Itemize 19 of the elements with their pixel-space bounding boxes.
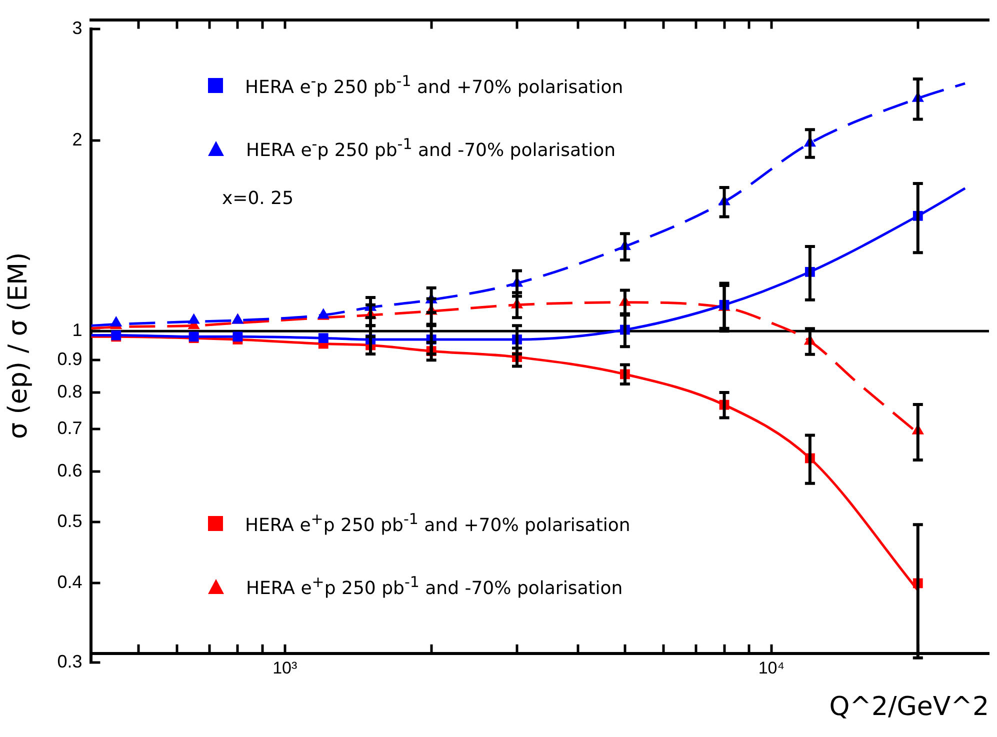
y-tick-label: 0.9 (57, 349, 82, 370)
legend-label: HERA e$^{+}$p 250 pb$^{-1}$ and -70% polarisation (246, 573, 623, 599)
y-tick-label: 2 (72, 129, 82, 150)
y-tick-label: 0.6 (57, 460, 82, 481)
x-tick-label: 10⁴ (758, 658, 785, 678)
y-tick-label: 0.3 (57, 651, 82, 672)
y-tick-label: 1 (72, 320, 82, 340)
legend-label: HERA e$^{+}$p 250 pb$^{-1}$ and +70% polarisation (245, 510, 630, 536)
legend-label: HERA e$^{-}$p 250 pb$^{-1}$ and -70% polarisation (246, 135, 616, 161)
x-axis-title: Q^2/GeV^2 (829, 692, 989, 722)
y-tick-label: 0.8 (57, 381, 82, 402)
y-tick-label: 0.5 (57, 510, 82, 531)
y-axis-title: σ (ep) / σ (EM) (3, 252, 34, 439)
x-tick-label: 10³ (272, 658, 298, 678)
y-tick-label: 0.7 (57, 418, 82, 438)
y-tick-label: 0.4 (57, 572, 82, 592)
annotation: x=0. 25 (222, 188, 294, 209)
y-tick-label: 3 (72, 18, 82, 38)
legend-label: HERA e$^{-}$p 250 pb$^{-1}$ and +70% polarisation (245, 72, 624, 98)
